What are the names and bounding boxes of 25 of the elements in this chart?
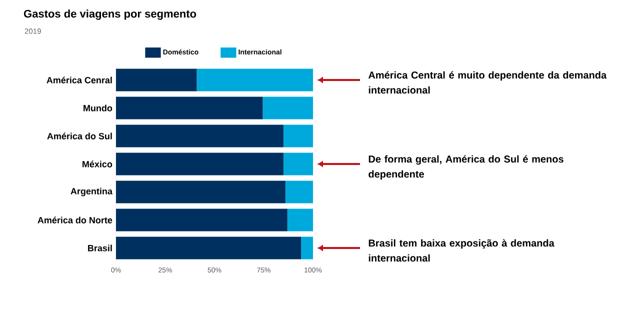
y-tick-label: América Cenral [46, 76, 112, 84]
y-tick-label: México [82, 160, 112, 168]
bar [285, 180, 313, 204]
text: Brasil tem baixa exposição à demanda internacional [368, 239, 554, 262]
bar [262, 96, 313, 120]
bar [116, 236, 302, 260]
bar [196, 68, 313, 92]
bar [116, 152, 284, 176]
bar [287, 208, 313, 232]
bar [301, 236, 313, 260]
bar [116, 96, 263, 120]
text: América Central é muito dependente da demanda internacional [368, 71, 607, 94]
bar [283, 124, 313, 148]
chart-title: Gastos de viagens por segmento [24, 10, 196, 20]
y-tick-label: América do Norte [38, 216, 112, 224]
y-tick-label: América do Sul [47, 132, 112, 140]
bar [116, 68, 197, 92]
bar [116, 208, 288, 232]
text: De forma geral, América do Sul é menos dependente [368, 155, 564, 180]
y-tick-label: Brasil [88, 244, 112, 252]
y-tick-label: Argentina [70, 188, 113, 196]
bar [283, 152, 313, 176]
bar [116, 180, 286, 204]
bar [116, 124, 284, 148]
y-tick-label: Mundo [84, 104, 112, 112]
